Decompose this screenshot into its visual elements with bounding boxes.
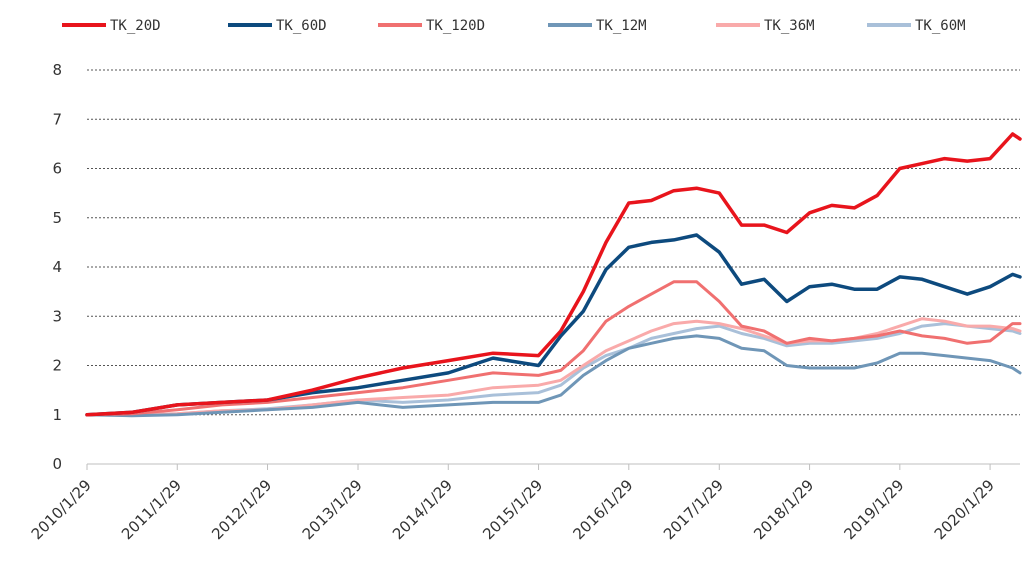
legend-label: TK_36M [764, 18, 815, 34]
x-tick-label: 2018/1/29 [750, 476, 817, 543]
y-tick-label: 1 [52, 406, 62, 424]
y-tick-label: 2 [52, 357, 62, 375]
y-tick-label: 0 [52, 455, 62, 473]
y-tick-label: 5 [52, 209, 62, 227]
y-tick-label: 7 [52, 110, 62, 128]
x-tick-label: 2019/1/29 [841, 476, 908, 543]
legend-label: TK_60D [276, 18, 327, 34]
legend-label: TK_20D [110, 18, 161, 34]
y-tick-label: 6 [52, 160, 62, 178]
y-tick-label: 8 [52, 61, 62, 79]
series-lines [85, 132, 1022, 418]
axes: 0 1 2 3 4 5 6 7 8 2010/1/29 2011/1/29 2012/1/29 2013… [28, 61, 1020, 543]
series-line-tk-36m [85, 317, 1022, 417]
x-tick-label: 2010/1/29 [28, 476, 95, 543]
x-tick-label: 2020/1/29 [931, 476, 998, 543]
legend-label: TK_12M [596, 18, 647, 34]
y-tick-label: 3 [52, 307, 62, 325]
legend-label: TK_60M [915, 18, 966, 34]
x-tick-label: 2015/1/29 [479, 476, 546, 543]
y-tick-label: 4 [52, 258, 62, 276]
legend-label: TK_120D [426, 18, 485, 34]
x-tick-label: 2016/1/29 [570, 476, 637, 543]
legend: TK_20D TK_60D TK_120D TK_12M TK_36M TK_60M [62, 18, 966, 34]
x-tick-label: 2011/1/29 [118, 476, 185, 543]
series-line-tk-20d [85, 132, 1022, 417]
x-tick-label: 2014/1/29 [389, 476, 456, 543]
series-line-tk-120d [85, 280, 1022, 417]
series-line-tk-12m [85, 334, 1022, 418]
series-line-tk-60d [85, 233, 1022, 417]
x-tick-label: 2012/1/29 [208, 476, 275, 543]
x-tick-label: 2017/1/29 [660, 476, 727, 543]
x-tick-label: 2013/1/29 [299, 476, 366, 543]
